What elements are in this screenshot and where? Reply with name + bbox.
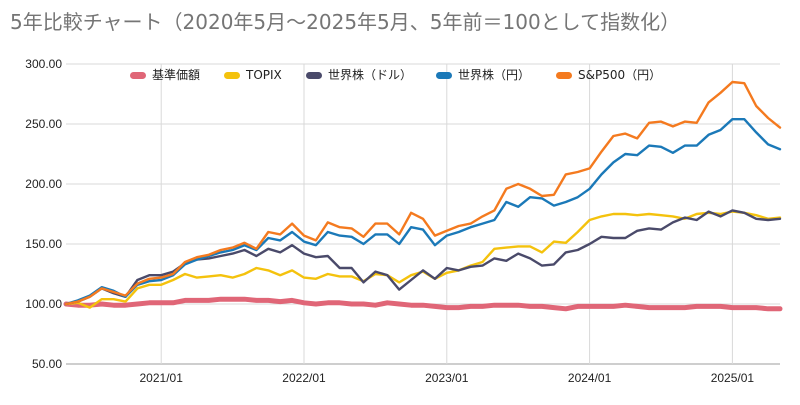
- gridlines: [66, 63, 780, 365]
- legend-label: S&P500（円）: [578, 68, 661, 82]
- legend-swatch: [556, 72, 572, 79]
- y-tick-label: 150.00: [25, 237, 62, 251]
- x-tick-label: 2025/01: [711, 371, 755, 385]
- series-line: [64, 80, 782, 306]
- x-tick-label: 2022/01: [282, 371, 326, 385]
- y-tick-label: 100.00: [25, 297, 62, 311]
- legend-label: TOPIX: [245, 68, 282, 82]
- x-tick-label: 2023/01: [425, 371, 469, 385]
- legend-label: 世界株（円）: [458, 67, 530, 82]
- legend-swatch: [306, 72, 322, 79]
- y-axis-ticks: 50.00 100.00 150.00 200.00 250.00 300.00: [25, 57, 62, 371]
- x-axis-ticks: 2021/01 2022/01 2023/01 2024/01 2025/01: [140, 371, 755, 385]
- y-tick-label: 50.00: [32, 357, 62, 371]
- series-line: [64, 117, 782, 306]
- legend-swatch: [130, 72, 146, 79]
- y-tick-label: 250.00: [25, 117, 62, 131]
- series-lines: [63, 80, 783, 312]
- legend-label: 世界株（ドル）: [328, 67, 412, 82]
- legend-swatch: [436, 72, 452, 79]
- legend-label: 基準価額: [152, 67, 200, 82]
- series-line: [64, 209, 782, 306]
- x-tick-label: 2021/01: [140, 371, 184, 385]
- y-tick-label: 300.00: [25, 57, 62, 71]
- chart-title: 5年比較チャート（2020年5月〜2025年5月、5年前＝100として指数化）: [10, 10, 681, 34]
- legend-swatch: [224, 72, 240, 79]
- x-tick-label: 2024/01: [568, 371, 612, 385]
- y-tick-label: 200.00: [25, 177, 62, 191]
- series-line: [63, 296, 783, 312]
- legend: 基準価額 TOPIX 世界株（ドル） 世界株（円） S&P500（円）: [130, 67, 661, 82]
- series-line: [64, 210, 782, 309]
